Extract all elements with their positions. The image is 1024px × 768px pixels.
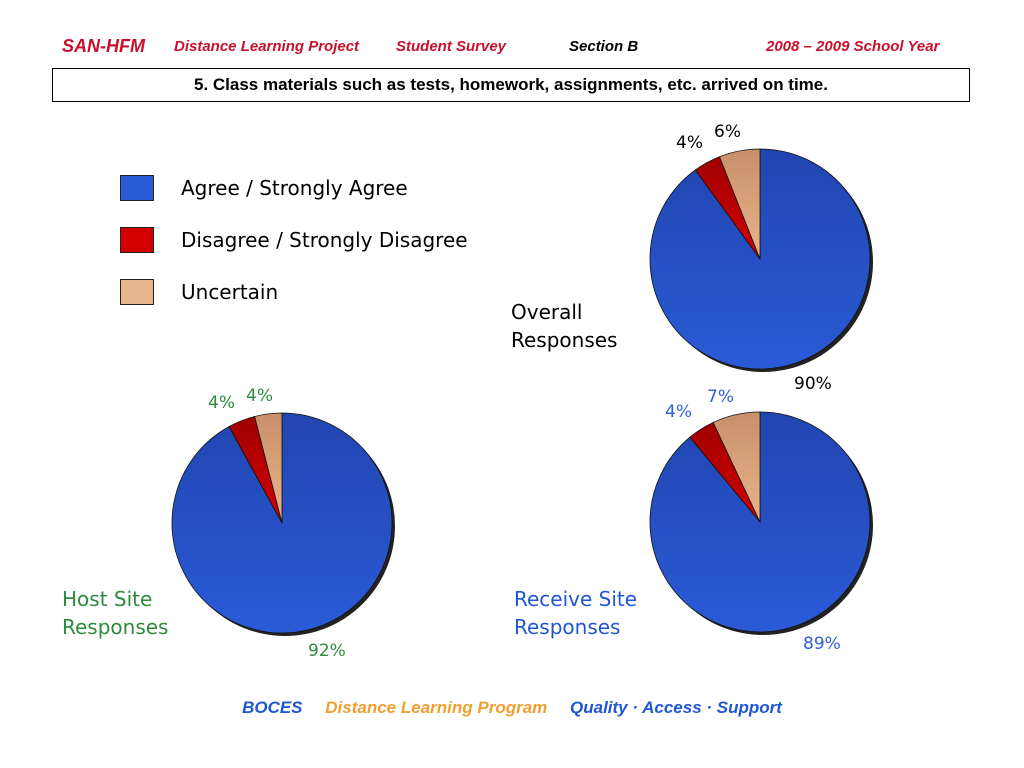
chart-title-overall-line2: Responses — [511, 328, 618, 352]
pct-label-overall-agree: 90% — [794, 374, 832, 394]
header-project: Distance Learning Project — [174, 38, 360, 55]
pct-label-receive-uncertain: 7% — [707, 387, 734, 407]
chart-title-overall-line1: Overall — [511, 300, 583, 324]
pct-label-host-disagree: 4% — [208, 393, 235, 413]
pct-label-host-agree: 92% — [308, 641, 346, 661]
header-survey: Student Survey — [396, 38, 507, 55]
pie-chart-receive-site — [649, 411, 873, 635]
pct-label-overall-disagree: 4% — [676, 133, 703, 153]
legend-swatch-disagree — [120, 227, 154, 253]
question-title: 5. Class materials such as tests, homewo… — [52, 68, 970, 102]
pie-chart-overall — [649, 148, 873, 372]
chart-title-host-line2: Responses — [62, 615, 169, 639]
pie-slice-receive-site-uncertain — [712, 411, 761, 523]
header-year: 2008 – 2009 School Year — [766, 38, 940, 55]
legend-swatch-agree — [120, 175, 154, 201]
legend-swatch-uncertain — [120, 279, 154, 305]
header-org: SAN-HFM — [62, 36, 145, 56]
header-section: Section B — [569, 38, 639, 55]
legend-label-disagree: Disagree / Strongly Disagree — [181, 228, 468, 252]
legend-label-agree: Agree / Strongly Agree — [181, 176, 408, 200]
pct-label-receive-disagree: 4% — [665, 402, 692, 422]
pct-label-overall-uncertain: 6% — [714, 122, 741, 142]
chart-title-host-site: Host Site Responses — [62, 585, 168, 641]
chart-title-receive-line1: Receive Site — [514, 587, 638, 611]
footer-boces: BOCES — [242, 698, 303, 717]
pie-slice-host-site-uncertain — [254, 412, 283, 524]
pct-label-host-uncertain: 4% — [246, 386, 273, 406]
chart-title-host-line1: Host Site — [62, 587, 153, 611]
footer: BOCES Distance Learning Program Quality … — [0, 698, 1024, 718]
chart-title-receive-site: Receive Site Responses — [514, 585, 637, 641]
pie-chart-host-site — [171, 412, 395, 636]
footer-program: Distance Learning Program — [325, 698, 548, 717]
footer-tagline: Quality · Access · Support — [570, 698, 782, 717]
chart-title-overall: Overall Responses — [511, 298, 617, 354]
pie-slice-overall-uncertain — [718, 148, 761, 260]
pct-label-receive-agree: 89% — [803, 634, 841, 654]
legend-label-uncertain: Uncertain — [181, 280, 279, 304]
chart-title-receive-line2: Responses — [514, 615, 621, 639]
